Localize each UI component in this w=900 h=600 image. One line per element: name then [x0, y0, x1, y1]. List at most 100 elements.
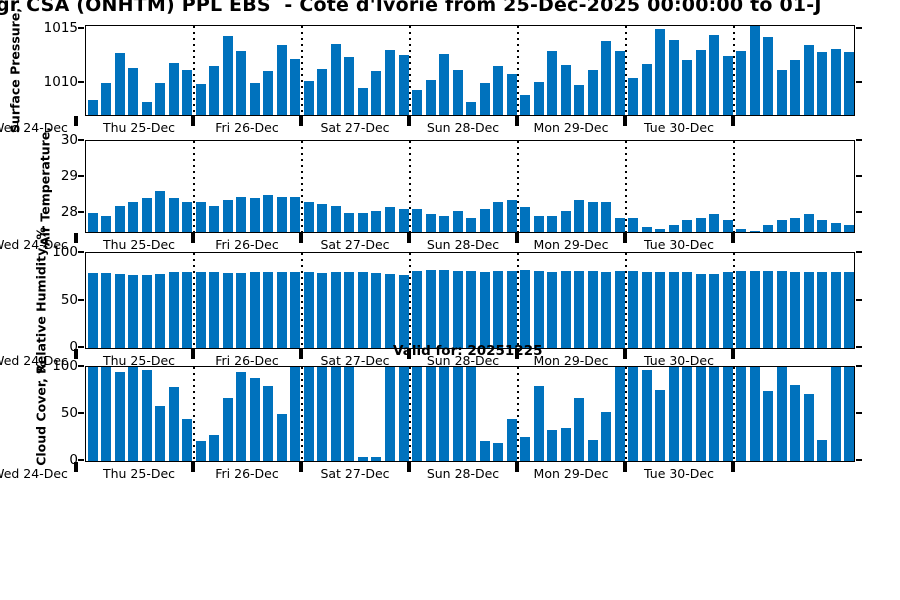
bar — [668, 272, 679, 348]
bar — [844, 367, 854, 461]
bar — [195, 83, 206, 115]
day-gridline — [517, 26, 519, 115]
bar — [236, 50, 247, 115]
bar — [209, 205, 220, 232]
x-tick-label: Fri 26-Dec — [215, 466, 279, 481]
bar — [236, 371, 247, 461]
bar — [655, 29, 666, 115]
day-gridline — [409, 253, 411, 348]
day-gridline — [733, 26, 735, 115]
y-tick-label: 29 — [60, 167, 78, 184]
day-tick-mark — [623, 349, 627, 359]
bar — [479, 272, 490, 348]
x-tick-label: Sat 27-Dec — [320, 120, 390, 135]
bar — [182, 272, 193, 348]
bar — [398, 55, 409, 115]
x-tick-label: Mon 29-Dec — [533, 466, 609, 481]
bar — [263, 194, 274, 232]
bar — [763, 225, 774, 232]
bar — [263, 71, 274, 115]
air-temperature-panel — [85, 140, 855, 233]
tick-mark — [856, 365, 862, 367]
day-gridline — [733, 141, 735, 232]
day-tick-mark — [515, 349, 519, 359]
bar — [87, 367, 98, 461]
bar — [168, 272, 179, 348]
bar — [398, 209, 409, 232]
bar — [533, 81, 544, 115]
day-gridline — [517, 367, 519, 461]
bar — [574, 271, 585, 348]
bar — [560, 210, 571, 232]
bar — [493, 65, 503, 115]
bar — [439, 216, 449, 232]
bar — [533, 385, 544, 461]
x-tick-label: Thu 25-Dec — [102, 120, 176, 135]
bar — [695, 49, 706, 115]
bar — [830, 272, 841, 348]
bar — [330, 205, 341, 232]
bar — [803, 272, 814, 348]
tick-mark — [78, 139, 84, 141]
bar — [776, 219, 787, 232]
bar — [412, 271, 422, 348]
bar — [384, 49, 395, 115]
bar — [303, 272, 314, 348]
bar — [533, 216, 544, 232]
day-gridline — [301, 253, 303, 348]
day-gridline — [193, 367, 195, 461]
y-tick-label: 50 — [60, 291, 78, 308]
bar — [249, 82, 260, 115]
bar — [493, 443, 503, 461]
bar — [317, 203, 328, 232]
bar — [101, 367, 112, 461]
bar — [776, 367, 787, 461]
x-tick-label: Fri 26-Dec — [215, 353, 279, 368]
day-gridline — [301, 26, 303, 115]
x-tick-label: Thu 25-Dec — [102, 353, 176, 368]
bar — [628, 367, 639, 461]
x-tick-label: Fri 26-Dec — [215, 237, 279, 252]
day-gridline — [409, 26, 411, 115]
day-tick-mark — [299, 116, 303, 126]
bar — [222, 398, 233, 461]
tick-mark — [78, 459, 84, 461]
bar — [614, 50, 625, 115]
day-tick-mark — [299, 233, 303, 243]
x-tick-label: Sat 27-Dec — [320, 237, 390, 252]
x-tick-label-wed24: Wed 24-Dec — [0, 237, 68, 252]
bar — [276, 45, 287, 115]
bar — [682, 219, 693, 232]
bar — [425, 270, 436, 348]
bar — [790, 384, 801, 461]
bar — [439, 270, 449, 348]
bar — [357, 88, 368, 115]
tick-mark — [856, 27, 862, 30]
bar — [560, 271, 571, 348]
bar — [330, 272, 341, 348]
y-tick-label: 1015 — [43, 20, 78, 37]
bar — [601, 412, 612, 461]
bar — [141, 274, 152, 348]
bar — [384, 207, 395, 232]
bar — [790, 272, 801, 348]
bar — [655, 389, 666, 461]
bar — [614, 218, 625, 232]
bar — [466, 102, 476, 115]
bar — [236, 273, 247, 348]
bar — [668, 367, 679, 461]
bar — [290, 272, 301, 348]
day-tick-mark — [74, 116, 78, 126]
day-gridline — [625, 253, 627, 348]
bar — [357, 212, 368, 232]
tick-mark — [856, 346, 862, 348]
bar — [452, 70, 463, 115]
tick-mark — [78, 80, 84, 83]
y-tick-label: 0 — [69, 339, 78, 355]
chart-title: gr CSA (ONHTM) PPL EBS - Cote d'Ivorie f… — [0, 0, 822, 16]
bar — [749, 230, 760, 232]
bar — [290, 196, 301, 232]
bar — [114, 205, 125, 232]
surface-pressure-axis-label: Surface Pressure, — [7, 7, 23, 133]
